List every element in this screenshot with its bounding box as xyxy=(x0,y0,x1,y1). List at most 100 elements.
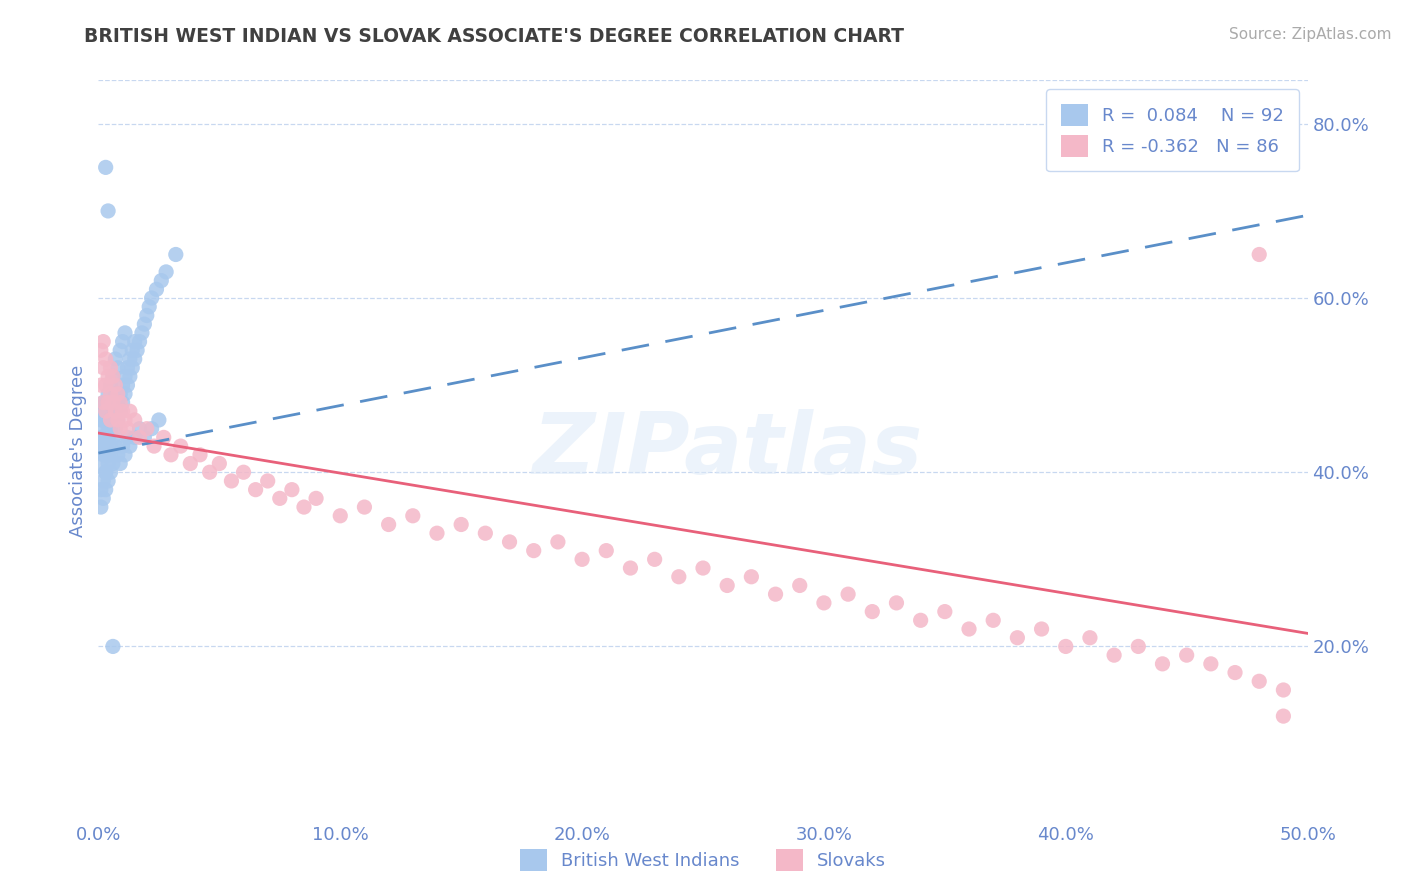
Point xyxy=(97,430,120,444)
Point xyxy=(179,457,201,471)
Point xyxy=(108,343,131,358)
Point xyxy=(97,404,120,418)
Point xyxy=(837,587,859,601)
Point xyxy=(97,474,120,488)
Point xyxy=(90,457,112,471)
Point xyxy=(100,448,122,462)
Point xyxy=(91,448,114,462)
Point xyxy=(619,561,641,575)
Point xyxy=(281,483,304,497)
Point xyxy=(595,543,617,558)
Point xyxy=(402,508,425,523)
Point xyxy=(100,404,122,418)
Point xyxy=(91,395,114,409)
Point xyxy=(121,343,143,358)
Point xyxy=(101,430,124,444)
Point xyxy=(101,413,124,427)
Point xyxy=(957,622,980,636)
Point xyxy=(100,413,122,427)
Point xyxy=(305,491,328,506)
Point xyxy=(117,430,139,444)
Point xyxy=(107,413,129,427)
Point xyxy=(1272,683,1295,698)
Point xyxy=(97,457,120,471)
Point xyxy=(256,474,278,488)
Legend: R =  0.084    N = 92, R = -0.362   N = 86: R = 0.084 N = 92, R = -0.362 N = 86 xyxy=(1046,89,1299,171)
Point xyxy=(269,491,291,506)
Point xyxy=(474,526,496,541)
Text: Source: ZipAtlas.com: Source: ZipAtlas.com xyxy=(1229,27,1392,42)
Point xyxy=(127,343,149,358)
Point xyxy=(169,439,191,453)
Point xyxy=(114,387,136,401)
Point xyxy=(141,291,163,305)
Point xyxy=(145,282,167,296)
Point xyxy=(1078,631,1101,645)
Point xyxy=(981,613,1004,627)
Point xyxy=(121,360,143,375)
Point xyxy=(100,378,122,392)
Point xyxy=(101,369,124,384)
Point xyxy=(91,422,114,436)
Point xyxy=(1007,631,1029,645)
Point xyxy=(107,387,129,401)
Point xyxy=(1152,657,1174,671)
Point xyxy=(91,334,114,349)
Point xyxy=(124,413,146,427)
Point xyxy=(118,439,141,453)
Point xyxy=(135,422,157,436)
Point xyxy=(245,483,267,497)
Point xyxy=(114,369,136,384)
Point xyxy=(1102,648,1125,662)
Point xyxy=(860,605,883,619)
Point xyxy=(765,587,787,601)
Point xyxy=(97,369,120,384)
Point xyxy=(100,422,122,436)
Text: BRITISH WEST INDIAN VS SLOVAK ASSOCIATE'S DEGREE CORRELATION CHART: BRITISH WEST INDIAN VS SLOVAK ASSOCIATE'… xyxy=(84,27,904,45)
Point xyxy=(1031,622,1053,636)
Point xyxy=(91,430,114,444)
Point xyxy=(232,465,254,479)
Point xyxy=(107,395,129,409)
Point xyxy=(571,552,593,566)
Point xyxy=(108,457,131,471)
Point xyxy=(91,439,114,453)
Point xyxy=(90,343,112,358)
Point xyxy=(131,326,153,340)
Point xyxy=(450,517,472,532)
Point xyxy=(208,457,231,471)
Point xyxy=(138,300,160,314)
Point xyxy=(813,596,835,610)
Legend: British West Indians, Slovaks: British West Indians, Slovaks xyxy=(512,842,894,879)
Point xyxy=(108,404,131,418)
Point xyxy=(1054,640,1077,654)
Point xyxy=(143,439,166,453)
Point xyxy=(1223,665,1246,680)
Point xyxy=(117,378,139,392)
Point xyxy=(107,413,129,427)
Point xyxy=(91,491,114,506)
Point xyxy=(160,448,183,462)
Point xyxy=(1249,247,1271,261)
Point xyxy=(108,387,131,401)
Point xyxy=(128,334,150,349)
Point xyxy=(934,605,956,619)
Point xyxy=(124,430,146,444)
Point xyxy=(94,378,117,392)
Point xyxy=(117,422,139,436)
Point xyxy=(292,500,315,514)
Y-axis label: Associate's Degree: Associate's Degree xyxy=(69,364,87,537)
Point xyxy=(426,526,449,541)
Point xyxy=(547,535,569,549)
Point xyxy=(101,457,124,471)
Point xyxy=(353,500,375,514)
Point xyxy=(94,395,117,409)
Point xyxy=(101,395,124,409)
Point xyxy=(104,404,127,418)
Point xyxy=(188,448,211,462)
Point xyxy=(118,369,141,384)
Point xyxy=(135,309,157,323)
Point xyxy=(90,413,112,427)
Point xyxy=(111,439,134,453)
Point xyxy=(523,543,546,558)
